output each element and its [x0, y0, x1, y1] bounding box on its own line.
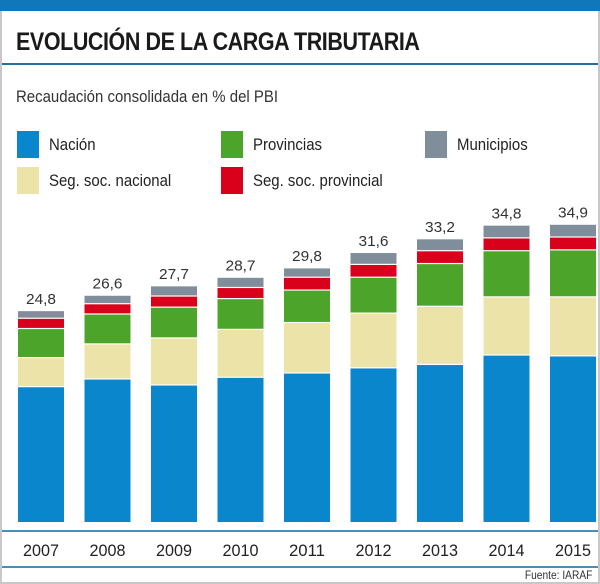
bar-segment-seg-soc-nacional-2015	[550, 297, 596, 356]
x-tick-label-2015: 2015	[555, 541, 591, 560]
bar-segment-municipios-2013	[417, 239, 463, 251]
legend-label: Municipios	[457, 134, 528, 154]
total-label-2014: 34,8	[492, 205, 522, 222]
bar-segment-nacion-2009	[151, 385, 197, 522]
legend-item-municipios: Municipios	[425, 131, 537, 158]
bar-segment-nacion-2007	[18, 387, 64, 522]
bar-segment-seg-soc-nacional-2009	[151, 338, 197, 385]
bar-segment-municipios-2015	[550, 224, 596, 237]
x-tick-label-2014: 2014	[489, 541, 525, 560]
x-tick-label-2012: 2012	[356, 541, 392, 560]
bar-segment-municipios-2014	[483, 225, 530, 238]
bar-segment-municipios-2011	[284, 268, 330, 277]
bar-segment-nacion-2010	[217, 377, 264, 522]
title-divider	[2, 63, 598, 65]
bar-segment-provincias-2011	[284, 290, 330, 322]
legend-item-provincias: Provincias	[221, 131, 331, 158]
bar-segment-seg-soc-provincial-2011	[284, 277, 330, 290]
bar-segment-provincias-2012	[350, 277, 397, 313]
bar-segment-seg-soc-provincial-2014	[483, 238, 530, 251]
bar-segment-seg-soc-nacional-2007	[18, 358, 64, 387]
legend-item-nacion: Nación	[17, 131, 102, 158]
bar-segment-nacion-2013	[417, 365, 463, 522]
bar-segment-provincias-2010	[217, 299, 264, 329]
bar-segment-seg-soc-nacional-2014	[483, 297, 530, 355]
bar-segment-seg-soc-nacional-2008	[84, 344, 131, 379]
bar-segment-seg-soc-provincial-2012	[350, 264, 397, 277]
bar-segment-seg-soc-provincial-2010	[217, 288, 264, 298]
legend-label: Seg. soc. nacional	[49, 170, 172, 190]
legend-label: Nación	[49, 134, 96, 154]
bar-segment-provincias-2015	[550, 250, 596, 297]
bar-segment-nacion-2011	[284, 373, 330, 522]
legend-swatch-municipios	[425, 131, 447, 158]
total-label-2011: 29,8	[292, 248, 322, 265]
x-tick-label-2013: 2013	[422, 541, 458, 560]
bar-segment-municipios-2008	[84, 295, 131, 304]
total-label-2012: 31,6	[359, 233, 389, 250]
bar-segment-seg-soc-provincial-2007	[18, 318, 64, 328]
x-tick-label-2008: 2008	[90, 541, 126, 560]
bar-segment-municipios-2012	[350, 253, 397, 264]
top-accent-bar	[0, 0, 600, 11]
bar-segment-seg-soc-provincial-2015	[550, 237, 596, 250]
bar-segment-seg-soc-provincial-2008	[84, 304, 131, 314]
total-label-2008: 26,6	[93, 276, 123, 293]
x-tick-label-2007: 2007	[23, 541, 59, 560]
x-axis-line	[2, 530, 598, 532]
chart-title: EVOLUCIÓN DE LA CARGA TRIBUTARIA	[16, 28, 420, 56]
bar-segment-municipios-2010	[217, 277, 264, 287]
legend-item-seg-soc-provincial: Seg. soc. provincial	[221, 167, 400, 194]
bar-segment-provincias-2008	[84, 314, 131, 344]
legend-label: Seg. soc. provincial	[253, 170, 383, 190]
x-tick-label-2010: 2010	[223, 541, 259, 560]
legend-swatch-seg-soc-nacional	[17, 167, 39, 194]
bar-segment-seg-soc-nacional-2013	[417, 306, 463, 364]
legend-label: Provincias	[253, 134, 323, 154]
bar-segment-provincias-2007	[18, 329, 64, 357]
x-tick-label-2009: 2009	[156, 541, 192, 560]
bar-segment-municipios-2009	[151, 286, 197, 296]
x-tick-label-2011: 2011	[289, 541, 325, 560]
bar-segment-provincias-2013	[417, 264, 463, 306]
total-label-2009: 27,7	[159, 266, 189, 283]
source-note: Fuente: IARAF	[524, 568, 592, 582]
bar-segment-nacion-2015	[550, 356, 596, 522]
legend-swatch-provincias	[221, 131, 243, 158]
bar-segment-nacion-2012	[350, 368, 397, 522]
bar-segment-seg-soc-provincial-2013	[417, 251, 463, 263]
legend-swatch-nacion	[17, 131, 39, 158]
total-label-2007: 24,8	[26, 291, 56, 308]
chart-subtitle: Recaudación consolidada en % del PBI	[16, 87, 278, 106]
legend-swatch-seg-soc-provincial	[221, 167, 243, 194]
bar-segment-seg-soc-provincial-2009	[151, 296, 197, 307]
bar-segment-provincias-2009	[151, 307, 197, 338]
bar-segment-nacion-2008	[84, 379, 131, 522]
x-axis-bottom-rule	[2, 566, 598, 568]
bar-segment-seg-soc-nacional-2011	[284, 323, 330, 373]
bar-segment-provincias-2014	[483, 251, 530, 297]
total-label-2010: 28,7	[226, 258, 256, 275]
legend-item-seg-soc-nacional: Seg. soc. nacional	[17, 167, 188, 194]
bar-segment-municipios-2007	[18, 311, 64, 318]
bar-segment-nacion-2014	[483, 355, 530, 522]
total-label-2013: 33,2	[425, 219, 455, 236]
bar-segment-seg-soc-nacional-2010	[217, 329, 264, 377]
bar-segment-seg-soc-nacional-2012	[350, 313, 397, 368]
total-label-2015: 34,9	[558, 205, 588, 222]
